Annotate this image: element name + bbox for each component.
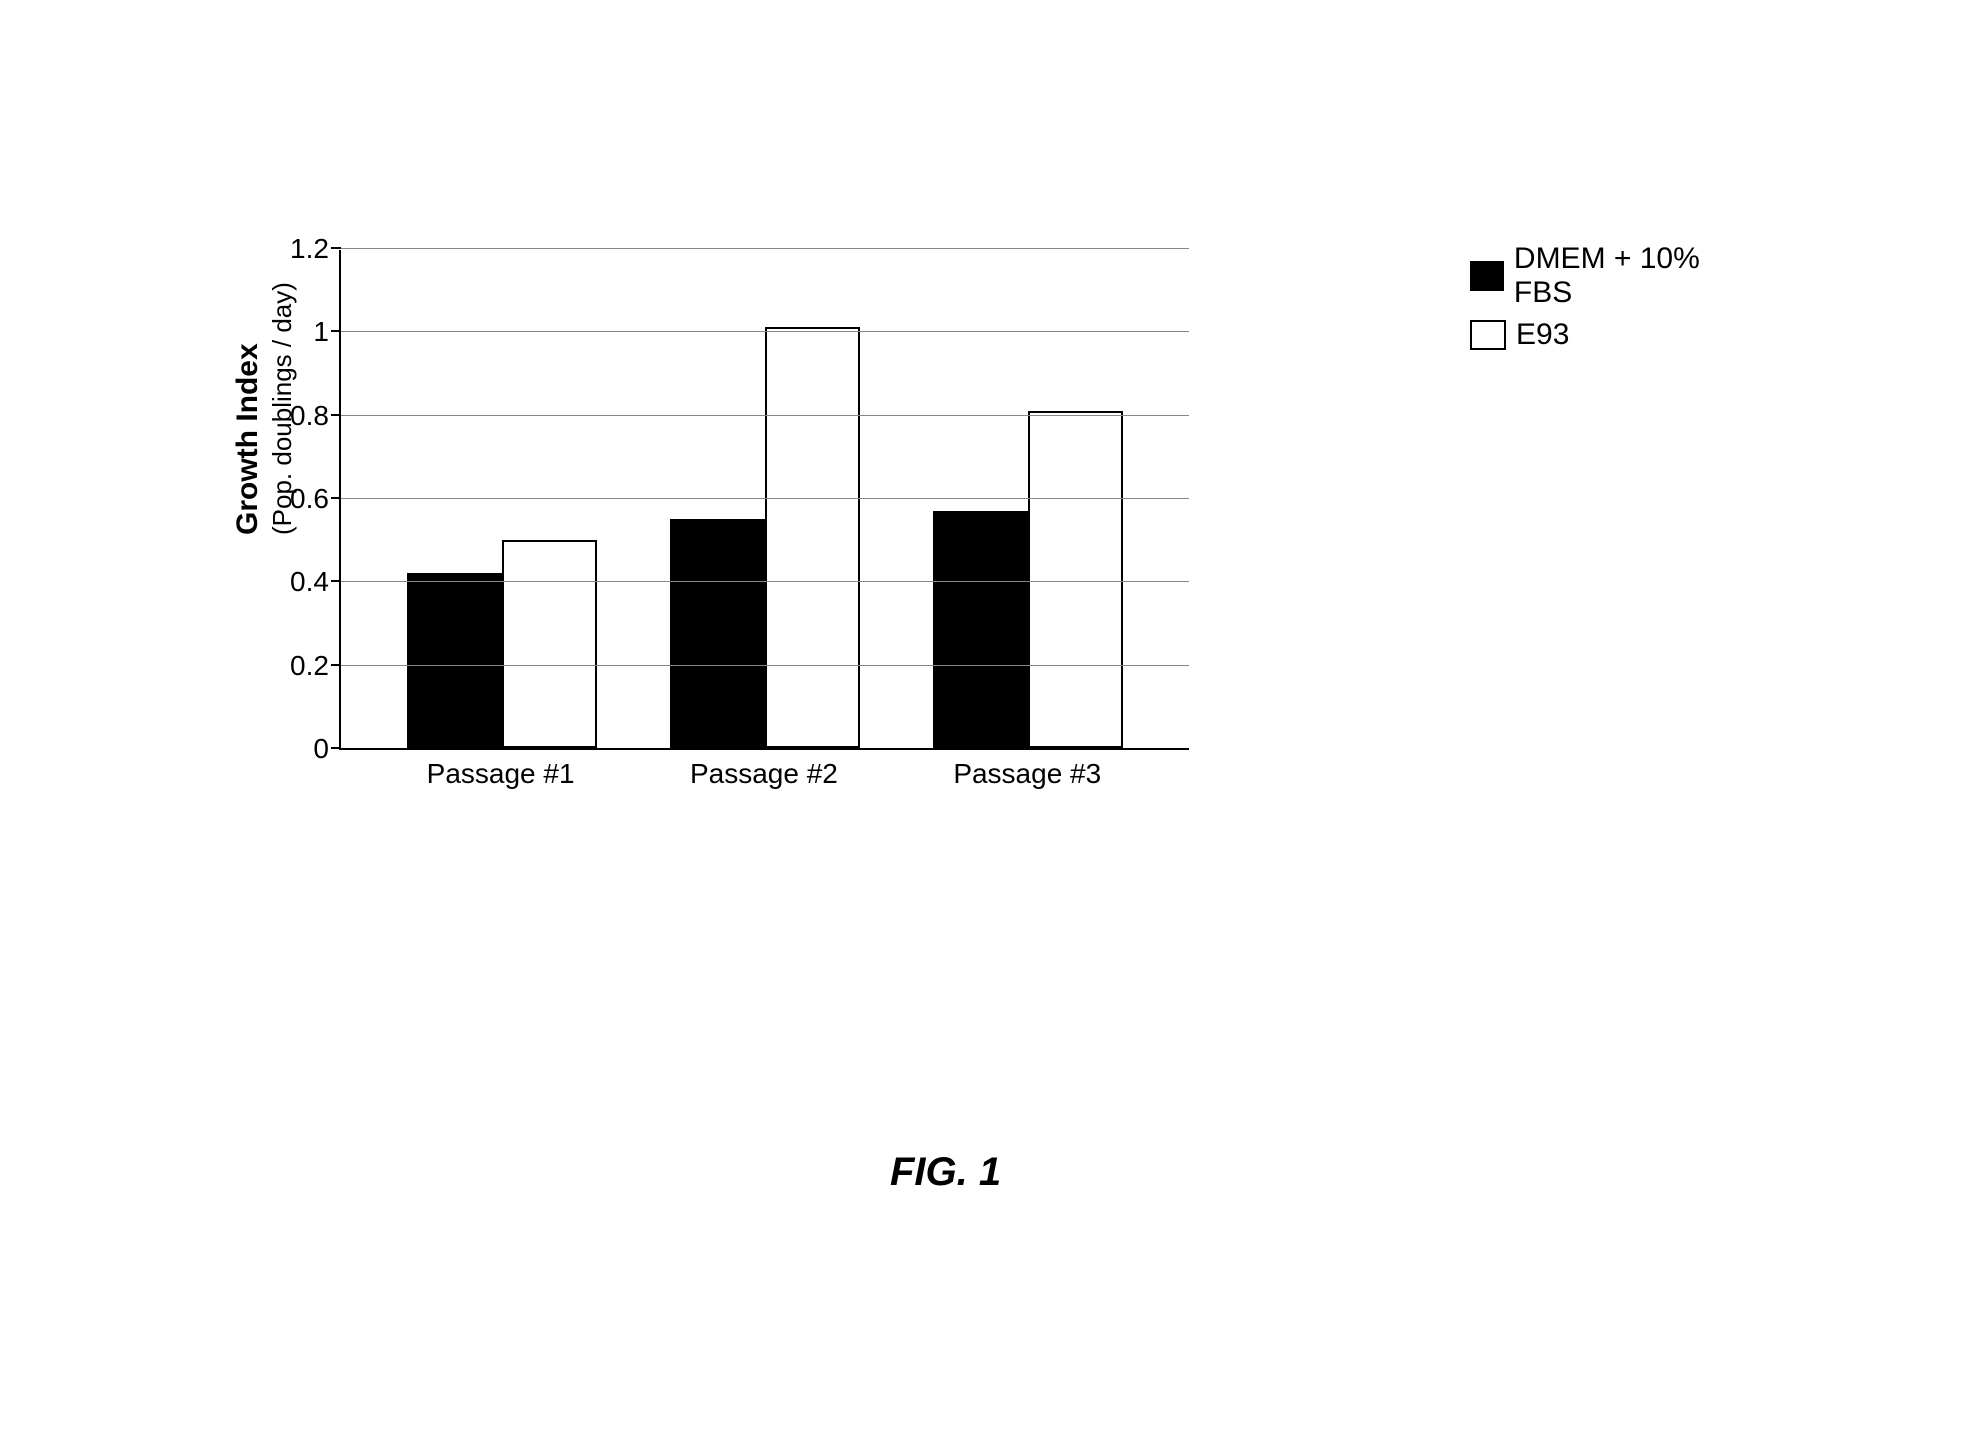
gridline [341, 331, 1189, 332]
x-label: Passage #2 [690, 758, 838, 790]
y-tick-mark [331, 247, 341, 249]
y-tick-mark [331, 330, 341, 332]
x-label: Passage #3 [953, 758, 1101, 790]
legend-item: E93 [1470, 318, 1750, 352]
y-tick-mark [331, 414, 341, 416]
y-ticks: 1.2 1 0.8 0.6 0.4 0.2 0 [290, 250, 339, 750]
y-tick-mark [331, 747, 341, 749]
bar [765, 327, 860, 748]
y-tick-mark [331, 664, 341, 666]
legend-label: E93 [1516, 318, 1569, 352]
bar-group [933, 411, 1123, 749]
legend-swatch [1470, 261, 1504, 291]
figure-container: Growth Index (Pop. doublings / day) 1.2 … [250, 250, 1750, 1050]
gridline [341, 665, 1189, 666]
legend-item: DMEM + 10% FBS [1470, 242, 1750, 310]
bar [1028, 411, 1123, 749]
bar [933, 511, 1028, 749]
y-axis-label-block: Growth Index (Pop. doublings / day) [250, 486, 280, 554]
plot-column: Passage #1 Passage #2 Passage #3 [339, 250, 1189, 790]
bar [670, 519, 765, 748]
bar-group [670, 327, 860, 748]
plot-wrap: 1.2 1 0.8 0.6 0.4 0.2 0 Passage #1 Passa… [290, 250, 1189, 790]
y-tick-mark [331, 580, 341, 582]
bar [502, 540, 597, 748]
figure-caption: FIG. 1 [890, 1150, 1001, 1195]
gridline [341, 581, 1189, 582]
plot-area [339, 250, 1189, 750]
legend: DMEM + 10% FBS E93 [1470, 242, 1750, 352]
y-axis-title-main: Growth Index [231, 343, 264, 535]
x-labels: Passage #1 Passage #2 Passage #3 [339, 758, 1189, 790]
legend-label: DMEM + 10% FBS [1514, 242, 1750, 310]
x-label: Passage #1 [427, 758, 575, 790]
bar [407, 573, 502, 748]
gridline [341, 248, 1189, 249]
bars-layer [341, 250, 1189, 748]
y-axis-title: Growth Index (Pop. doublings / day) [231, 505, 299, 535]
y-tick-mark [331, 497, 341, 499]
gridline [341, 415, 1189, 416]
bar-group [407, 540, 597, 748]
legend-swatch [1470, 320, 1506, 350]
gridline [341, 498, 1189, 499]
